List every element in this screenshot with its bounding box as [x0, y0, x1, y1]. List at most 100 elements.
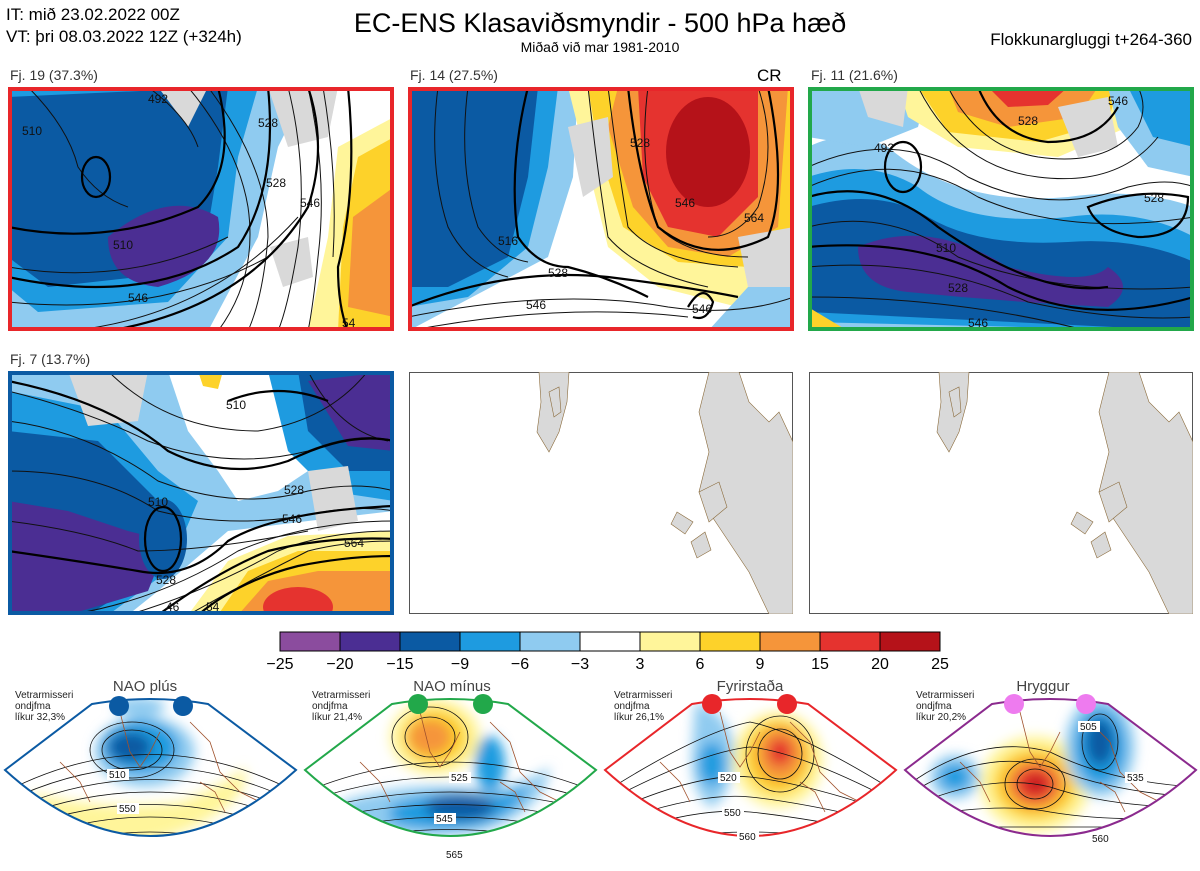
panel-4-border — [8, 371, 394, 615]
regime-3-contour-label: 550 — [724, 808, 741, 819]
regime-4-note-line: ondjfma — [916, 701, 952, 712]
colorbar-tick-label: −3 — [570, 656, 590, 673]
panel-1-contour-labels: 492 510 528 546 510 528 546 54 — [22, 92, 356, 330]
regime-4-probability: líkur 20,2% — [916, 712, 967, 723]
regime-3-note-line: ondjfma — [614, 701, 650, 712]
panel-2-contour-label: 546 — [675, 196, 695, 210]
colorbar-swatch — [459, 631, 521, 652]
panel-3-contour-label: 528 — [948, 281, 968, 295]
panel-3-contour-label: 546 — [1108, 94, 1128, 108]
panel-1-contour-label: 528 — [258, 116, 278, 130]
panel-4-contour-label: 510 — [226, 398, 246, 412]
colorbar-tick-label: −9 — [450, 656, 470, 673]
colorbar-swatch — [639, 631, 701, 652]
header-info: IT: mið 23.02.2022 00Z VT: þri 08.03.202… — [6, 4, 242, 48]
colorbar-tick-label: −6 — [510, 656, 530, 673]
panel-3-contour-label: 528 — [1018, 114, 1038, 128]
regime-4-center-marker — [1076, 694, 1096, 714]
panel-3-contour-label: 492 — [874, 141, 894, 155]
regime-4-note: Vetrarmisseri ondjfma líkur 20,2% — [916, 690, 974, 723]
regime-1-center-marker — [173, 696, 193, 716]
regime-1-contour-label: 510 — [109, 770, 126, 781]
colorbar-tick-label: 20 — [871, 656, 889, 673]
cluster-map-3[interactable]: 492 510 528 528 528 546 546 — [808, 87, 1194, 331]
colorbar-tick-label: −20 — [326, 656, 354, 673]
panel-3-contour-label: 546 — [968, 316, 988, 330]
regime-1-name: NAO plús — [112, 678, 178, 695]
regime-2-note-line: Vetrarmisseri — [312, 690, 371, 701]
panel-3-contour-label: 528 — [1144, 191, 1164, 205]
colorbar-swatch — [699, 631, 761, 652]
regime-2-center-marker — [408, 694, 428, 714]
colorbar-tick-label: 25 — [931, 656, 949, 673]
classification-window: Flokkunargluggi t+264-360 — [990, 30, 1192, 49]
colorbar-tick-label: −15 — [386, 656, 414, 673]
empty-map-6 — [809, 372, 1193, 614]
colorbar-tick-label: 3 — [635, 656, 645, 673]
panel-4-contour-label: 46 — [166, 600, 180, 614]
regime-2-note-line: ondjfma — [312, 701, 348, 712]
regime-4-contour-label: 560 — [1092, 834, 1109, 845]
panel-2-contour-label: 546 — [692, 302, 712, 316]
regime-3-note: Vetrarmisseri ondjfma líkur 26,1% — [614, 690, 672, 723]
empty-map-5 — [409, 372, 793, 614]
regime-1-probability: líkur 32,3% — [15, 712, 66, 723]
colorbar-tick-label: 15 — [811, 656, 829, 673]
regime-1-note-line: Vetrarmisseri — [15, 690, 74, 701]
regime-2-probability: líkur 21,4% — [312, 712, 363, 723]
initial-time: IT: mið 23.02.2022 00Z — [6, 5, 180, 24]
regime-1-center-marker — [109, 696, 129, 716]
colorbar-swatch — [399, 631, 461, 652]
cluster-map-1[interactable]: 492 510 528 546 510 528 546 54 — [8, 87, 394, 331]
panel-2-contour-labels: 516 528 546 564 528 546 546 — [498, 136, 764, 316]
regime-2-name: NAO mínus — [413, 678, 491, 695]
panel-2-contour-label: 546 — [526, 298, 546, 312]
regime-2-note: Vetrarmisseri ondjfma líkur 21,4% — [312, 690, 370, 723]
panel-4-contour-label: 528 — [156, 573, 176, 587]
regime-3-center-marker — [777, 694, 797, 714]
colorbar-swatch — [579, 631, 641, 652]
panel-3-contour-labels: 492 510 528 528 528 546 546 — [874, 94, 1164, 330]
panel-4-contour-label: 54 — [206, 600, 220, 614]
panel-2-border — [408, 87, 794, 331]
regime-2-contour-label: 565 — [446, 850, 463, 861]
panel-2-contour-label: 564 — [744, 211, 764, 225]
regime-4-name: Hryggur — [1016, 678, 1070, 695]
colorbar — [279, 631, 941, 652]
panel-3-border — [808, 87, 1194, 331]
page-subtitle: Miðað við mar 1981-2010 — [520, 39, 680, 55]
regime-2-center-marker — [473, 694, 493, 714]
regime-4-center-marker — [1004, 694, 1024, 714]
panel-4-contour-label: 564 — [344, 536, 364, 550]
panel-1-contour-label: 546 — [300, 196, 320, 210]
regime-3-probability: líkur 26,1% — [614, 712, 665, 723]
page-title: EC-ENS Klasaviðsmyndir - 500 hPa hæð — [353, 8, 847, 38]
panel-1-contour-label: 528 — [266, 176, 286, 190]
panel-1-label: Fj. 19 (37.3%) — [10, 67, 98, 83]
cluster-map-2[interactable]: 516 528 546 564 528 546 546 — [408, 87, 794, 331]
panel-2-cr-label: CR — [757, 66, 782, 85]
regime-3-center-marker — [702, 694, 722, 714]
panel-1-contour-label: 510 — [22, 124, 42, 138]
panel-2-contour-label: 528 — [548, 266, 568, 280]
panel-3-label: Fj. 11 (21.6%) — [811, 67, 898, 83]
regime-3-contour-label: 520 — [720, 773, 737, 784]
regime-3-map[interactable]: 520 550 560 — [600, 692, 900, 868]
panel-1-border — [8, 87, 394, 331]
colorbar-swatch — [519, 631, 581, 652]
regime-3-contour-label: 560 — [739, 832, 756, 843]
panel-3-contour-label: 510 — [936, 241, 956, 255]
regime-1-note: Vetrarmisseri ondjfma líkur 32,3% — [15, 690, 73, 723]
regime-4-map[interactable]: 505 535 560 — [900, 692, 1200, 868]
regime-1-contour-label: 550 — [119, 804, 136, 815]
valid-time: VT: þri 08.03.2022 12Z (+324h) — [6, 27, 242, 46]
cluster-map-4[interactable]: 510 510 528 546 564 528 46 54 — [8, 371, 394, 615]
panel-2-contour-label: 516 — [498, 234, 518, 248]
panel-4-label: Fj. 7 (13.7%) — [10, 351, 91, 367]
panel-4-contour-label: 510 — [148, 495, 168, 509]
panel-4-contour-label: 546 — [282, 512, 302, 526]
regime-2-map[interactable]: 525 545 565 — [300, 692, 600, 868]
regime-4-contour-label: 535 — [1127, 773, 1144, 784]
regime-1-map[interactable]: 510 550 — [0, 692, 300, 868]
regime-3-name: Fyrirstaða — [716, 678, 784, 695]
